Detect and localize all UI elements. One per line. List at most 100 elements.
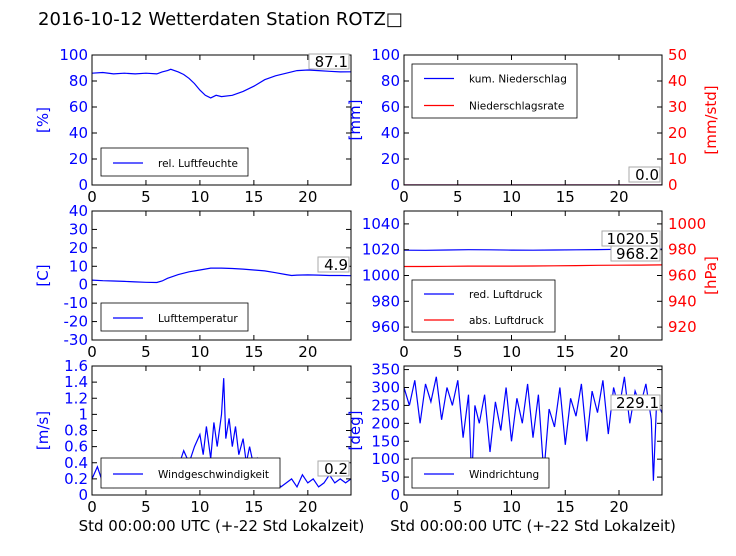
x-tick-label-temperature-15: 15 <box>244 343 263 361</box>
y-tick-label-wind_speed-1.6: 1.6 <box>64 357 88 375</box>
y-tick-label-pressure-1000: 1000 <box>362 267 400 285</box>
x-tick-label-precipitation-15: 15 <box>556 188 575 206</box>
chart-precipitation: 0 5 10 15 20 0 20 40 60 80 100 0 10 20 30 40 50 [mm] [mm/s… <box>346 46 720 206</box>
current-value-box-pressure-right <box>610 245 661 262</box>
y-tick-label-temperature-10: 10 <box>69 257 88 275</box>
y2-tick-label-precipitation-30: 30 <box>668 98 687 116</box>
x-tick-label-humidity-10: 10 <box>190 188 209 206</box>
x-tick-label-wind_direction-5: 5 <box>453 498 463 516</box>
plot-frame-precipitation <box>403 54 663 186</box>
plot-frame-wind_direction <box>403 365 663 496</box>
y-axis-label-wind_direction: [deg] <box>346 411 364 451</box>
y-tick-label-wind_speed-0.4: 0.4 <box>64 454 88 472</box>
legend-label-precipitation-0: kum. Niederschlag <box>469 74 567 86</box>
chart-temperature: 0 5 10 15 20-30-20-10010203040[C]Lufttempera… <box>34 202 352 361</box>
y-axis-label-precipitation: [mm] <box>346 100 364 141</box>
legend-label-humidity-0: rel. Luftfeuchte <box>158 158 238 170</box>
y-tick-label-wind_direction-250: 250 <box>371 396 400 414</box>
series-line-pressure-1 <box>404 264 662 268</box>
y-tick-label-wind_speed-1.2: 1.2 <box>64 389 88 407</box>
y-tick-label-temperature-30: 30 <box>69 220 88 238</box>
y-tick-label-wind_speed-0.8: 0.8 <box>64 422 88 440</box>
x-tick-label-wind_speed-15: 15 <box>244 498 263 516</box>
y-tick-label-precipitation-20: 20 <box>381 150 400 168</box>
y2-axis-label-precipitation: [mm/std] <box>702 85 720 154</box>
y2-tick-label-pressure-980: 980 <box>668 241 697 259</box>
series-line-humidity-0 <box>92 68 351 99</box>
y-tick-label-humidity-0: 0 <box>78 176 88 194</box>
x-tick-label-humidity-15: 15 <box>244 188 263 206</box>
legend-pressure <box>411 279 556 333</box>
current-value-pressure-right: 968.2 <box>616 245 659 263</box>
series-line-temperature-0 <box>92 267 351 284</box>
x-tick-label-precipitation-20: 20 <box>609 188 628 206</box>
y-tick-label-pressure-1020: 1020 <box>362 241 400 259</box>
y-tick-label-precipitation-60: 60 <box>381 98 400 116</box>
plot-frame-temperature <box>91 210 352 341</box>
plot-frame-humidity <box>91 54 352 186</box>
x-tick-label-precipitation-0: 0 <box>399 188 409 206</box>
y-tick-label-precipitation-0: 0 <box>390 176 400 194</box>
current-value-box-wind_speed-left <box>317 460 350 477</box>
current-value-box-humidity-left <box>308 53 350 70</box>
y-tick-label-wind_speed-1.4: 1.4 <box>64 373 88 391</box>
y-tick-label-temperature-0: 0 <box>78 276 88 294</box>
y-axis-label-temperature: [C] <box>34 264 52 286</box>
y-tick-label-pressure-960: 960 <box>371 318 400 336</box>
x-tick-label-pressure-5: 5 <box>453 343 463 361</box>
figure-title: 2016-10-12 Wetterdaten Station ROTZ□ <box>38 9 403 30</box>
current-value-box-temperature-left <box>317 256 350 273</box>
y-tick-label-wind_direction-200: 200 <box>371 414 400 432</box>
current-value-box-precipitation-right <box>628 166 661 183</box>
x-tick-label-temperature-10: 10 <box>190 343 209 361</box>
y-tick-label-humidity-40: 40 <box>69 124 88 142</box>
y-tick-label-humidity-80: 80 <box>69 72 88 90</box>
current-value-wind_direction-left: 229.1 <box>616 394 659 412</box>
y2-tick-label-precipitation-10: 10 <box>668 150 687 168</box>
x-tick-label-precipitation-5: 5 <box>453 188 463 206</box>
x-axis-label-wind_direction: Std 00:00:00 UTC (+-22 Std Lokalzeit) <box>390 517 676 535</box>
y-tick-label-precipitation-80: 80 <box>381 72 400 90</box>
y-tick-label-wind_direction-300: 300 <box>371 379 400 397</box>
y-tick-label-precipitation-100: 100 <box>371 46 400 64</box>
y-tick-label-humidity-100: 100 <box>59 46 88 64</box>
legend-wind_speed <box>100 457 281 489</box>
legend-precipitation <box>411 63 578 119</box>
legend-temperature <box>100 302 249 332</box>
y-tick-label-pressure-1040: 1040 <box>362 215 400 233</box>
legend-label-pressure-1: abs. Luftdruck <box>469 315 545 327</box>
x-tick-label-pressure-15: 15 <box>556 343 575 361</box>
legend-label-pressure-0: red. Luftdruck <box>469 289 543 301</box>
y2-tick-label-pressure-940: 940 <box>668 292 697 310</box>
x-tick-label-wind_speed-0: 0 <box>87 498 97 516</box>
x-tick-label-pressure-10: 10 <box>502 343 521 361</box>
legend-label-temperature-0: Lufttemperatur <box>158 313 238 325</box>
x-tick-label-wind_direction-20: 20 <box>609 498 628 516</box>
x-tick-label-humidity-20: 20 <box>298 188 317 206</box>
y-tick-label-pressure-980: 980 <box>371 292 400 310</box>
y-tick-label-humidity-20: 20 <box>69 150 88 168</box>
series-line-wind_direction-0 <box>404 376 662 481</box>
y-tick-label-temperature-20: 20 <box>69 239 88 257</box>
y2-tick-label-precipitation-0: 0 <box>668 176 678 194</box>
current-value-wind_speed-left: 0.2 <box>324 460 348 478</box>
current-value-humidity-left: 87.1 <box>315 53 348 71</box>
chart-humidity: 0 5 10 15 20 0 20 40 60 80 100 [%] rel. Luftfeuchte 8… <box>34 46 352 206</box>
chart-pressure: 0 5 10 15 20 960 980 1000 1020 1040 920 940 960 980 10… <box>362 210 720 361</box>
y-tick-label-wind_direction-0: 0 <box>390 486 400 504</box>
y-tick-label-wind_speed-0: 0 <box>78 486 88 504</box>
current-value-pressure-left: 1020.5 <box>607 230 660 248</box>
x-tick-label-pressure-20: 20 <box>609 343 628 361</box>
y-tick-label-wind_speed-0.2: 0.2 <box>64 470 88 488</box>
chart-wind_speed: 0 5 10 15 2000.20.40.60.811.21.41.6[m/s]Std … <box>34 357 364 535</box>
legend-wind_direction <box>411 457 550 489</box>
y-tick-label-humidity-60: 60 <box>69 98 88 116</box>
x-tick-label-wind_direction-15: 15 <box>556 498 575 516</box>
y-tick-label-wind_speed-1: 1 <box>78 405 88 423</box>
legend-label-wind_direction-0: Windrichtung <box>469 469 539 481</box>
x-tick-label-wind_speed-5: 5 <box>141 498 151 516</box>
x-tick-label-temperature-5: 5 <box>141 343 151 361</box>
